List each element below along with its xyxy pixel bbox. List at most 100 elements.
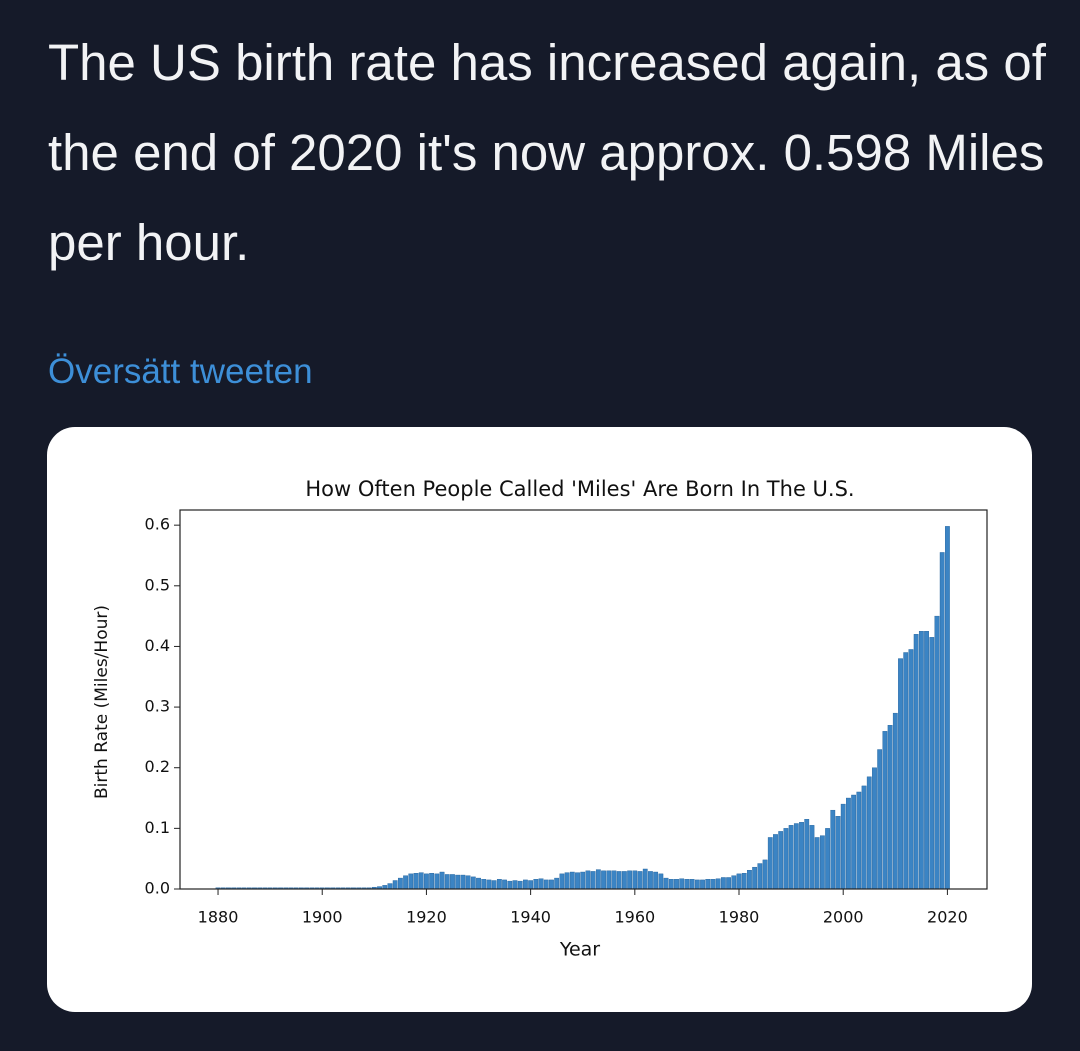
bar [601, 870, 606, 890]
bar [413, 873, 419, 890]
plot-frame [179, 509, 988, 890]
bar [689, 879, 695, 890]
x-tick-label: 1960 [614, 908, 655, 927]
y-axis-label: Birth Rate (Miles/Hour) [92, 605, 112, 799]
bar [726, 877, 731, 890]
bar [517, 880, 523, 890]
bar [882, 731, 888, 890]
bar [523, 879, 528, 890]
chart-card: How Often People Called 'Miles' Are Born… [47, 427, 1032, 1012]
bar [622, 871, 627, 890]
bar [595, 869, 601, 890]
bar [913, 634, 919, 890]
translate-link[interactable]: Översätt tweeten [48, 352, 313, 391]
bar [585, 870, 591, 890]
bar [632, 870, 638, 890]
bar [476, 877, 481, 890]
bar [564, 872, 570, 890]
bar [418, 872, 424, 890]
x-axis-label: Year [559, 939, 600, 961]
bar [460, 874, 466, 890]
bar [444, 874, 450, 890]
bar [455, 874, 461, 890]
bar [502, 879, 507, 890]
bar [606, 870, 612, 890]
bar [580, 871, 586, 890]
bar [496, 879, 502, 890]
bar [809, 825, 815, 890]
bar [840, 803, 846, 890]
bar [642, 868, 648, 890]
y-tick-label: 0.4 [145, 636, 170, 655]
bar [939, 552, 945, 890]
bar [627, 870, 632, 890]
bar [715, 878, 721, 890]
bar [924, 631, 929, 890]
bar [512, 880, 518, 890]
bar [830, 809, 836, 890]
bar [752, 866, 758, 890]
tweet-text: The US birth rate has increased again, a… [48, 34, 1046, 271]
bar [397, 877, 403, 890]
y-tick-label: 0.2 [145, 757, 170, 776]
y-tick-label: 0.6 [145, 515, 170, 534]
chart-title: How Often People Called 'Miles' Are Born… [305, 477, 854, 501]
bar [741, 873, 747, 890]
bar [872, 767, 877, 890]
bar [470, 876, 476, 890]
bar [877, 749, 883, 890]
bar [705, 879, 711, 890]
bar [554, 877, 560, 890]
bar [616, 871, 622, 890]
bar [533, 879, 539, 890]
bar [731, 875, 737, 890]
bar [486, 879, 492, 890]
bar [861, 785, 867, 890]
bar [507, 880, 513, 890]
bar [835, 816, 841, 890]
bar [538, 878, 544, 890]
bar [757, 863, 763, 890]
chart: How Often People Called 'Miles' Are Born… [92, 477, 988, 961]
bar [434, 873, 440, 890]
bar [819, 835, 825, 890]
y-tick-label: 0.3 [145, 697, 170, 716]
bar [856, 791, 862, 890]
bar [569, 871, 575, 890]
bar [590, 871, 596, 890]
bar [392, 880, 398, 890]
bar [736, 873, 742, 890]
bar [653, 871, 659, 890]
x-tick-label: 2000 [823, 908, 864, 927]
bar [491, 880, 497, 890]
bar [887, 725, 893, 890]
bar [429, 873, 435, 890]
bar [403, 875, 408, 890]
bar [684, 879, 690, 890]
x-tick-label: 1940 [510, 908, 551, 927]
y-tick-label: 0.1 [145, 818, 170, 837]
bar [778, 831, 784, 890]
bar [674, 879, 679, 890]
bar [424, 873, 429, 890]
bar [945, 526, 950, 890]
bar [762, 859, 768, 890]
bar [720, 877, 726, 890]
bar [408, 873, 414, 890]
bar [559, 873, 565, 890]
bar [543, 879, 549, 890]
bar [898, 658, 903, 890]
bar [450, 874, 455, 890]
bar [694, 879, 700, 890]
bar [799, 822, 804, 890]
x-tick-label: 1900 [302, 908, 343, 927]
bar [804, 819, 810, 890]
bar [481, 879, 487, 890]
bar [611, 870, 617, 890]
bar [575, 872, 580, 890]
bar [783, 828, 789, 890]
bar [549, 879, 554, 890]
bar [793, 823, 799, 890]
bar [387, 883, 393, 890]
bar [814, 837, 820, 890]
